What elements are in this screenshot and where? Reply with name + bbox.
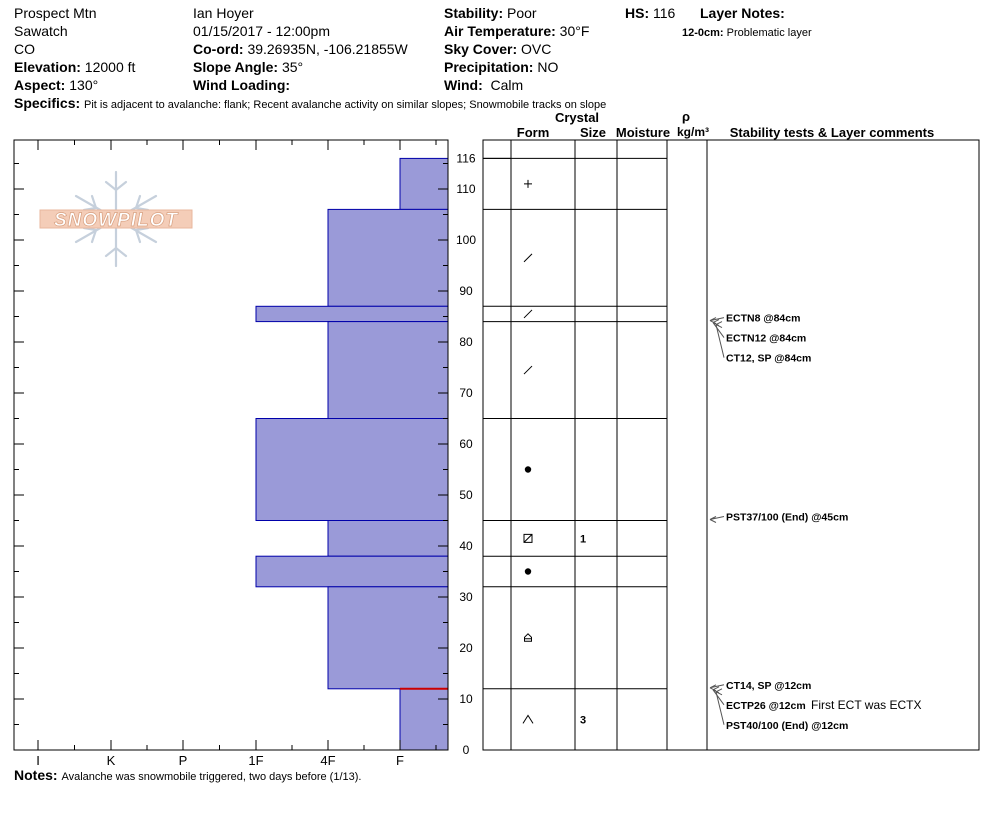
coordinates: Co-ord: 39.26935N, -106.21855W [193, 41, 408, 57]
layer-bar [327, 520, 449, 557]
aspect: Aspect: 130° [14, 77, 99, 93]
layer-table-frame [482, 139, 980, 751]
depth-label: 90 [459, 284, 473, 298]
depth-label: 10 [459, 692, 473, 706]
depth-label: 100 [456, 233, 476, 247]
depth-label: 80 [459, 335, 473, 349]
sky-cover: Sky Cover: OVC [444, 41, 552, 57]
layer-bar [327, 321, 449, 420]
col-moisture: Moisture [616, 125, 670, 140]
stability-test-label: PST37/100 (End) @45cm [726, 512, 848, 524]
crystal-form-plus [524, 179, 532, 188]
depth-label: 70 [459, 386, 473, 400]
snow-height: HS: 116 [625, 5, 676, 21]
depth-label: 50 [459, 488, 473, 502]
test-pointer [715, 321, 725, 358]
col-form: Form [517, 125, 550, 140]
layer-bar [327, 208, 449, 307]
hardness-label: F [396, 753, 404, 768]
stability-test-label: ECTN12 @84cm [726, 333, 806, 345]
layer-bar [255, 305, 449, 323]
observer: Ian Hoyer [193, 5, 254, 21]
crystal-form-slash [523, 253, 533, 263]
stability-test-label: PST40/100 (End) @12cm [726, 720, 848, 732]
range: Sawatch [14, 23, 68, 39]
precipitation: Precipitation: NO [444, 59, 559, 75]
stability-test-label: CT12, SP @84cm [726, 353, 811, 365]
layer-notes-title: Layer Notes: [700, 5, 785, 21]
depth-label: 30 [459, 590, 473, 604]
hardness-label: K [107, 753, 116, 768]
crystal-form-facet [523, 533, 533, 543]
depth-label: 60 [459, 437, 473, 451]
elevation: Elevation: 12000 ft [14, 59, 136, 75]
wind-loading: Wind Loading: [193, 77, 291, 93]
stability-test-comment: First ECT was ECTX [811, 698, 921, 712]
crystal-form-dot [524, 466, 532, 473]
depth-label: 110 [456, 182, 475, 196]
crystal-form-slash [523, 309, 533, 319]
col-density-unit: kg/m³ [677, 125, 709, 139]
stability-test-label: CT14, SP @12cm [726, 680, 811, 692]
layer-bar [255, 555, 449, 588]
wind: Wind: Calm [444, 77, 524, 93]
crystal-form-dot [524, 568, 532, 575]
air-temperature: Air Temperature: 30°F [444, 23, 590, 39]
col-size: Size [580, 125, 606, 140]
hardness-label: 1F [248, 753, 263, 768]
depth-label: 20 [459, 641, 473, 655]
datetime: 01/15/2017 - 12:00pm [193, 23, 330, 39]
hardness-label: P [179, 753, 188, 768]
crystal-size: 1 [580, 533, 586, 545]
test-pointer [709, 516, 725, 523]
depth-label: 116 [456, 151, 475, 165]
crystal-size: 3 [580, 714, 586, 726]
slope-angle: Slope Angle: 35° [193, 59, 304, 75]
layer-bar [327, 586, 449, 690]
specifics: Specifics: Pit is adjacent to avalanche:… [14, 95, 607, 111]
col-rho: ρ [682, 109, 690, 124]
layer-bar [255, 418, 449, 521]
hardness-plot-frame [13, 139, 449, 751]
hardness-label: I [36, 753, 40, 768]
hardness-label: 4F [320, 753, 335, 768]
stability-test-label: ECTN8 @84cm [726, 313, 800, 325]
layer-bar [399, 688, 449, 751]
layer-note: 12-0cm: Problematic layer [682, 27, 812, 39]
depth-label: 0 [463, 743, 470, 757]
stability-test-label: ECTP26 @12cm [726, 700, 806, 712]
col-crystal: Crystal [555, 110, 599, 125]
crystal-form-depth-hoar [524, 633, 532, 642]
notes: Notes: Avalanche was snowmobile triggere… [14, 767, 362, 783]
state: CO [14, 41, 35, 57]
layer-bar [399, 157, 449, 210]
location: Prospect Mtn [14, 5, 97, 21]
stability: Stability: Poor [444, 5, 537, 21]
crystal-form-slash [523, 365, 533, 375]
crystal-form-caret [522, 714, 534, 724]
test-pointer [715, 688, 725, 725]
depth-label: 40 [459, 539, 473, 553]
col-stability-tests: Stability tests & Layer comments [730, 125, 934, 140]
logo-text: SNOWPILOT [54, 210, 178, 231]
snowpilot-logo: SNOWPILOT [39, 170, 193, 268]
